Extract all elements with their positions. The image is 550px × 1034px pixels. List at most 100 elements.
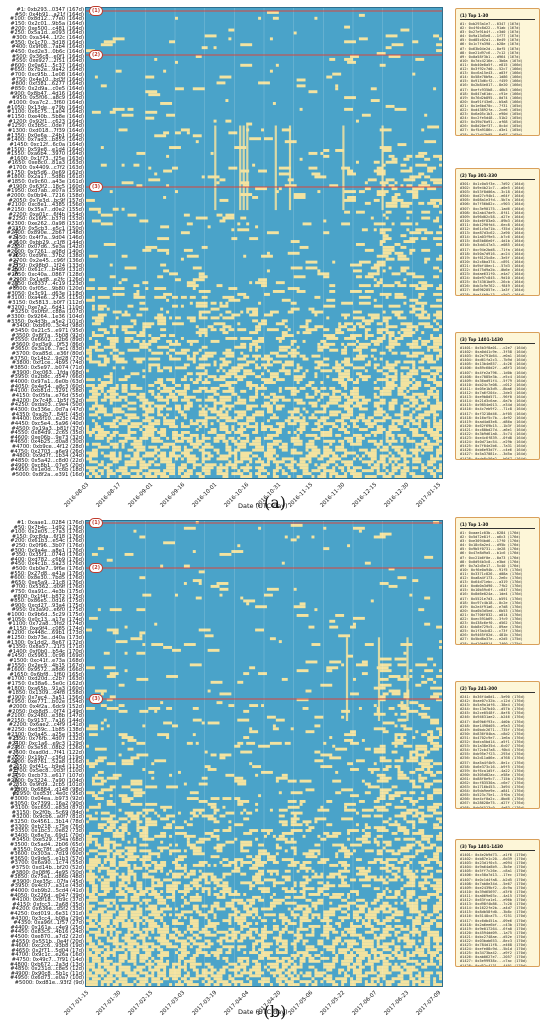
active-cell bbox=[148, 924, 161, 928]
active-cell bbox=[373, 858, 383, 862]
active-cell bbox=[385, 257, 395, 261]
active-cell bbox=[409, 669, 413, 673]
active-cell bbox=[86, 919, 92, 923]
active-cell bbox=[388, 337, 392, 340]
active-cell bbox=[436, 428, 442, 431]
active-cell bbox=[88, 616, 98, 620]
active-cell bbox=[94, 342, 101, 346]
active-cell bbox=[222, 351, 235, 355]
active-cell bbox=[364, 930, 374, 934]
active-cell bbox=[225, 354, 235, 358]
active-cell bbox=[88, 460, 98, 464]
active-cell bbox=[436, 861, 442, 864]
active-cell bbox=[272, 924, 279, 928]
active-cell bbox=[400, 472, 407, 476]
active-cell bbox=[109, 794, 113, 798]
active-cell bbox=[204, 389, 217, 393]
active-cell bbox=[388, 956, 395, 960]
active-cell bbox=[88, 930, 101, 934]
active-cell bbox=[103, 651, 110, 655]
active-cell bbox=[421, 304, 425, 308]
active-cell bbox=[382, 901, 389, 905]
active-cell bbox=[308, 893, 321, 896]
active-cell bbox=[436, 881, 442, 885]
legend-title: (3) Top 1401-1430 bbox=[460, 337, 503, 342]
active-cell bbox=[97, 431, 110, 434]
active-cell bbox=[436, 401, 442, 405]
active-cell bbox=[121, 207, 125, 211]
active-cell bbox=[180, 942, 190, 946]
active-cell bbox=[192, 707, 199, 710]
active-cell bbox=[177, 980, 181, 984]
active-cell bbox=[127, 840, 131, 844]
active-cell bbox=[314, 360, 324, 364]
active-cell bbox=[172, 965, 175, 969]
heatmap-plot bbox=[85, 520, 443, 987]
active-cell bbox=[136, 977, 149, 981]
active-cell bbox=[86, 357, 92, 361]
active-cell bbox=[249, 980, 253, 984]
active-cell bbox=[272, 881, 285, 885]
active-cell bbox=[97, 608, 101, 612]
active-cell bbox=[100, 875, 104, 879]
legend-row: #1422: 0x3b9d61a0...5c74 (164d) bbox=[460, 431, 528, 436]
active-cell bbox=[317, 269, 321, 273]
active-cell bbox=[255, 773, 259, 777]
active-cell bbox=[290, 965, 303, 969]
active-cell bbox=[347, 378, 353, 382]
active-cell bbox=[88, 733, 98, 737]
y-tick-label: #2900: 0x1ad8...e2fc (126d) bbox=[8, 276, 84, 283]
active-cell bbox=[418, 608, 425, 612]
active-cell bbox=[261, 907, 273, 911]
active-cell bbox=[142, 454, 155, 458]
active-cell bbox=[385, 160, 398, 164]
active-cell bbox=[154, 936, 167, 940]
active-cell bbox=[287, 968, 297, 972]
active-cell bbox=[430, 337, 442, 340]
active-cell bbox=[88, 337, 92, 340]
active-cell bbox=[373, 392, 377, 396]
active-cell bbox=[388, 154, 395, 158]
active-cell bbox=[124, 907, 131, 911]
active-cell bbox=[403, 331, 416, 335]
active-cell bbox=[183, 974, 190, 978]
active-cell bbox=[183, 248, 193, 252]
active-cell bbox=[91, 552, 98, 556]
active-cell bbox=[118, 454, 122, 458]
legend-row: #19: 0x76d2b895...0d74 (166d) bbox=[460, 95, 523, 100]
active-cell bbox=[163, 913, 167, 917]
legend-row: #28: 0x12d47b05...6a97 (165d) bbox=[460, 132, 523, 136]
active-cell bbox=[151, 392, 155, 396]
active-cell bbox=[148, 93, 161, 97]
active-cell bbox=[436, 316, 442, 320]
active-cell bbox=[385, 216, 389, 220]
active-cell bbox=[166, 884, 178, 888]
active-cell bbox=[219, 454, 232, 458]
active-cell bbox=[180, 463, 187, 467]
active-cell bbox=[370, 927, 380, 931]
active-cell bbox=[433, 910, 440, 914]
active-cell bbox=[264, 292, 270, 296]
active-cell bbox=[293, 933, 303, 937]
active-cell bbox=[94, 919, 98, 923]
active-cell bbox=[86, 287, 95, 290]
active-cell bbox=[391, 422, 395, 426]
active-cell bbox=[219, 425, 229, 429]
active-cell bbox=[332, 843, 345, 847]
active-cell bbox=[86, 948, 89, 952]
active-cell bbox=[400, 328, 413, 332]
active-cell bbox=[192, 360, 196, 364]
active-cell bbox=[400, 334, 413, 337]
active-cell bbox=[204, 416, 217, 420]
active-cell bbox=[255, 855, 262, 859]
active-cell bbox=[97, 416, 101, 420]
active-cell bbox=[127, 855, 140, 859]
active-cell bbox=[201, 433, 205, 437]
heatmap-svg bbox=[86, 8, 442, 478]
active-cell bbox=[201, 466, 214, 470]
active-cell bbox=[266, 407, 273, 411]
active-cell bbox=[329, 184, 339, 188]
active-cell bbox=[397, 254, 407, 258]
y-tick-label: #2650: 0xf41c...b9e4 (113d) bbox=[8, 763, 84, 770]
active-cell bbox=[252, 454, 259, 458]
